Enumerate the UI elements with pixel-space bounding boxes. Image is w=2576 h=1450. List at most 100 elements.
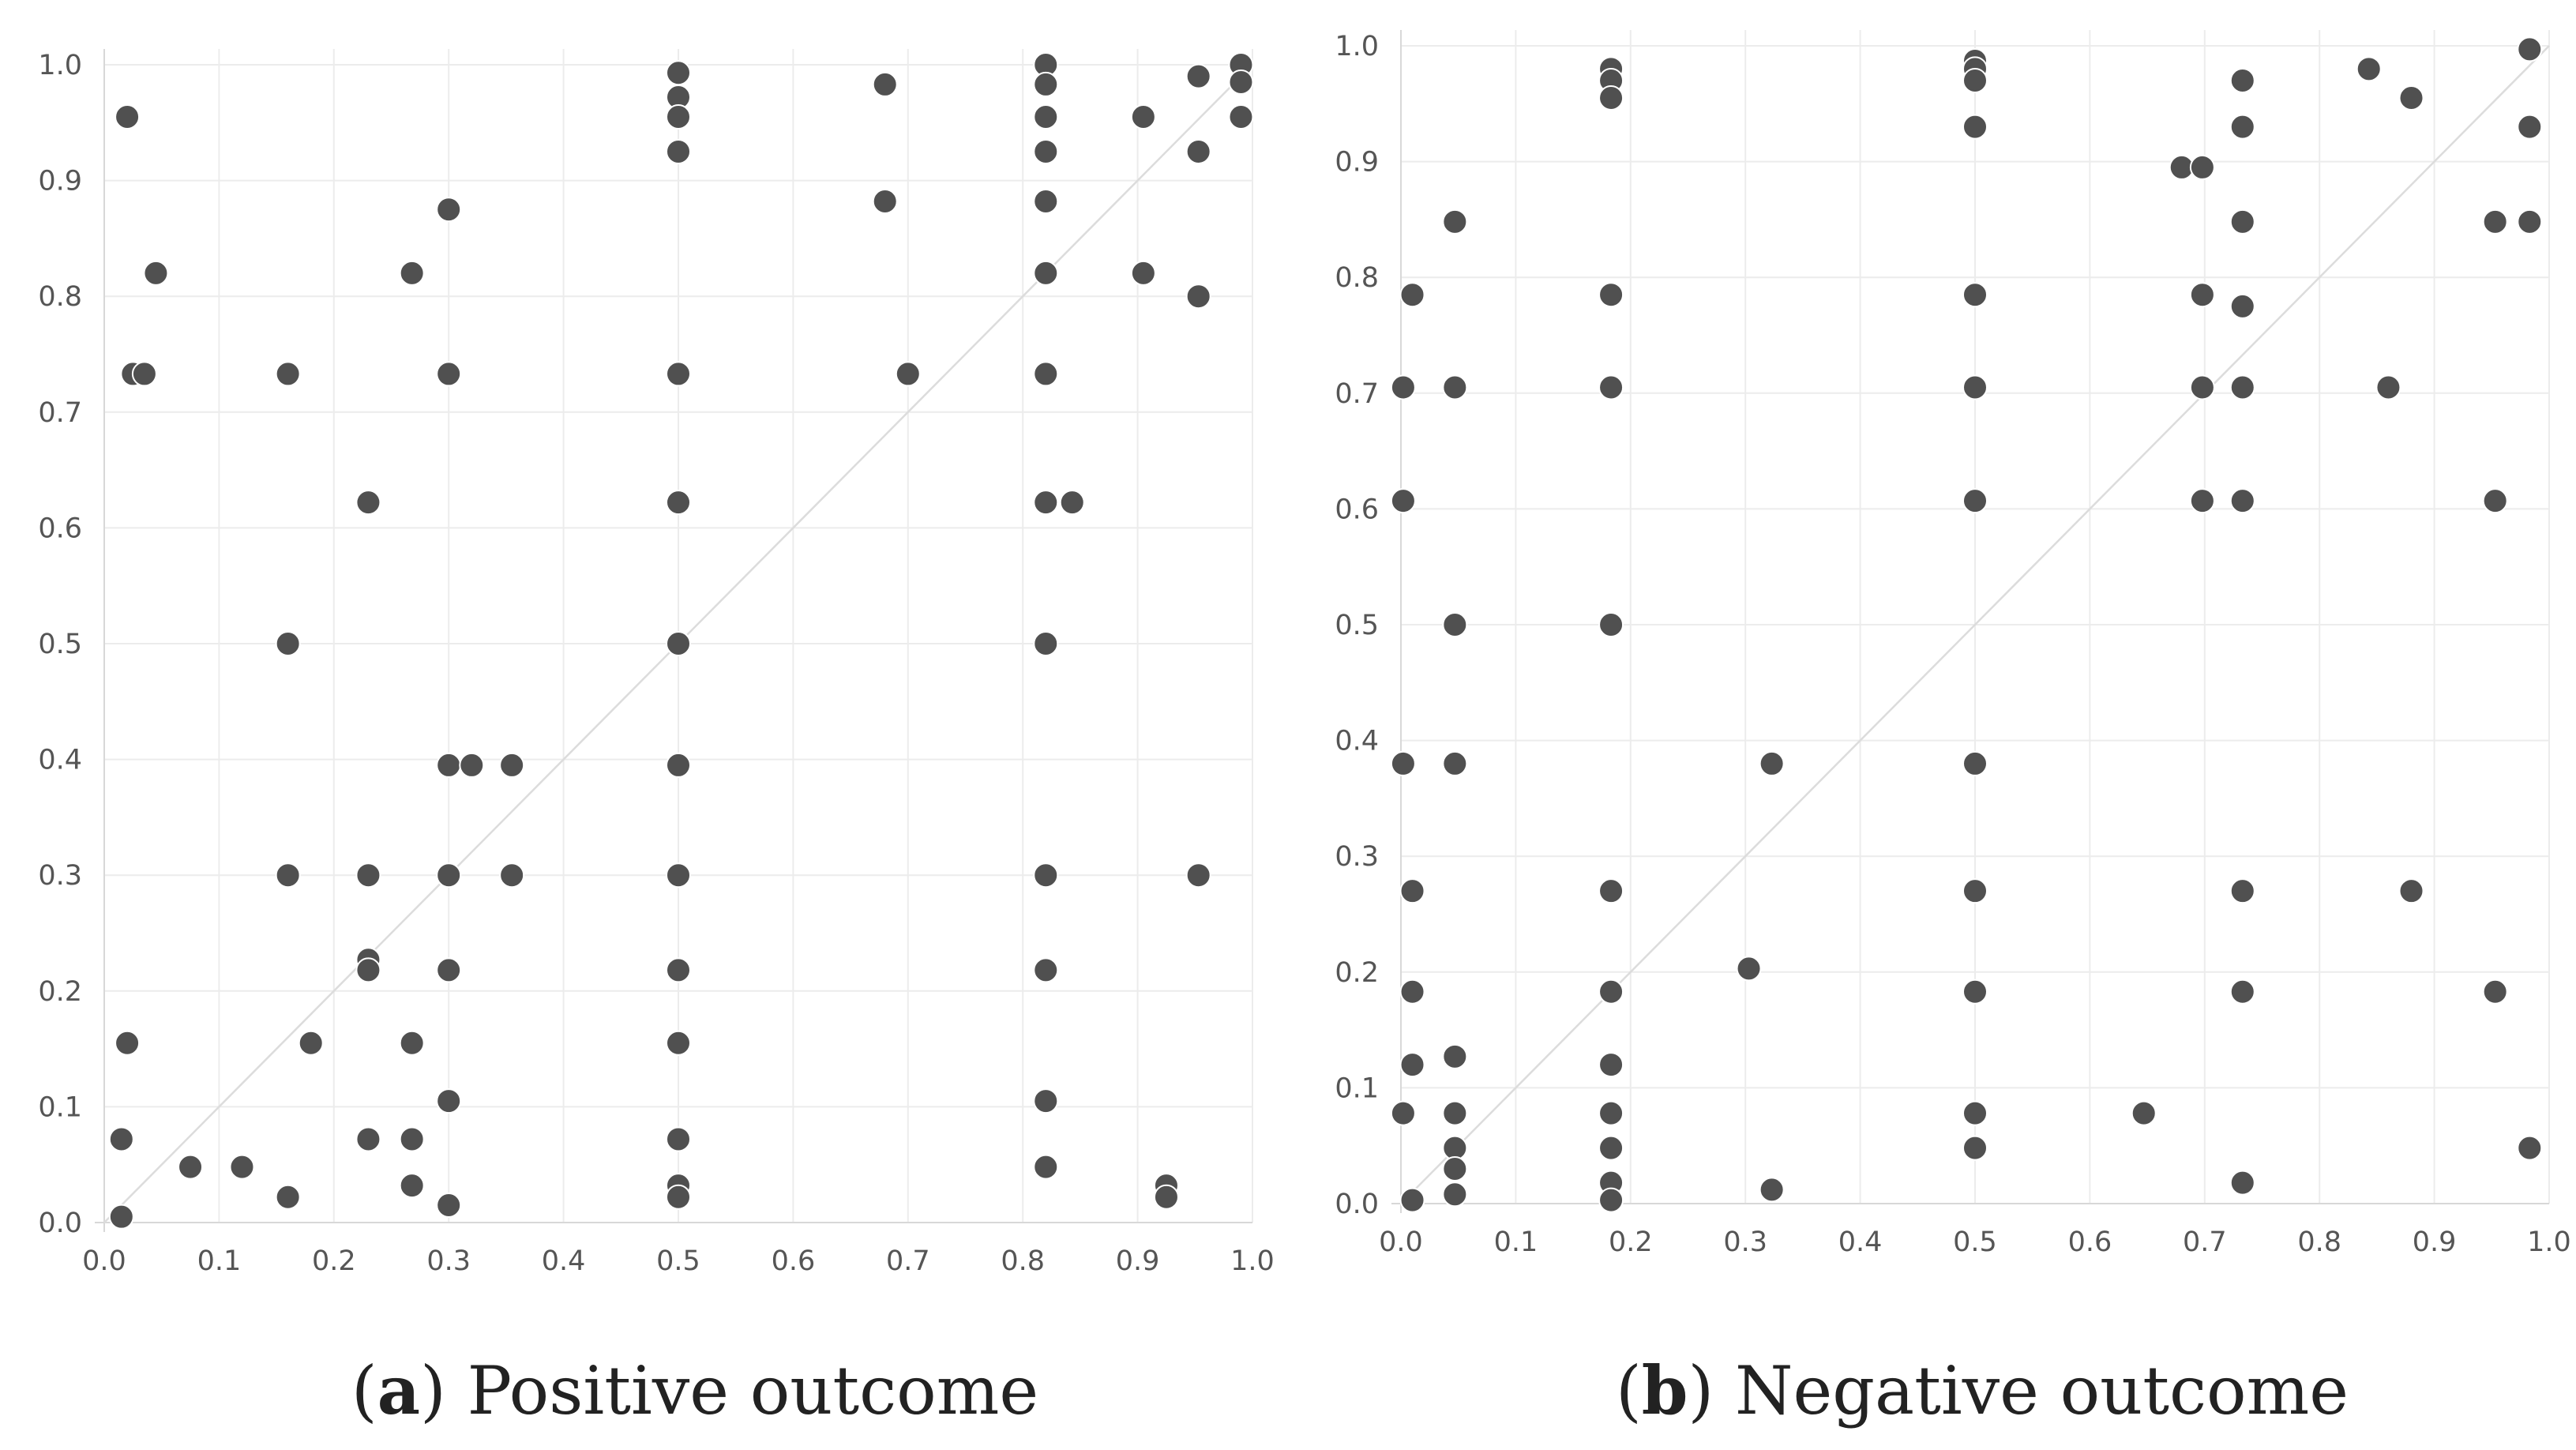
panel-b-data-point [1598,1135,1624,1161]
panel-a-y-tick-label: 0.5 [38,629,82,660]
panel-b-data-point [2229,208,2255,235]
panel-b-data-point [1962,750,1988,776]
panel-b-data-point [2398,878,2424,904]
panel-a-x-tick-label: 0.5 [656,1245,700,1277]
panel-a-title: Positive outcome [468,1352,1039,1429]
panel-a-data-point [1130,103,1156,130]
panel-a-data-point [1033,361,1059,387]
panel-b-data-point [1759,750,1785,776]
panel-b-x-tick-label: 0.0 [1379,1226,1423,1258]
panel-a-data-point [1059,490,1085,516]
panel-a-data-point [229,1154,255,1180]
panel-a-data-point [275,361,301,387]
panel-a-data-point [298,1030,324,1056]
panel-b-data-point [2482,979,2508,1005]
panel-a-data-point [399,260,425,286]
panel-b-axes [1391,30,2549,1213]
panel-b-data-point [1759,1177,1785,1203]
panel-b-data-point [2189,154,2215,180]
panel-b-negative-outcome: 0.0 0.1 0.2 0.3 0.4 0.5 0.6 0.7 0.8 0.9 1.0 0.0 0.1… [1335,30,2571,1429]
panel-a-data-point [666,1184,691,1210]
panel-b-y-tick-label: 0.1 [1335,1072,1379,1104]
panel-b-data-point [1598,1052,1624,1078]
panel-a-data-point [143,260,169,286]
panel-b-data-point [2375,374,2401,400]
panel-a-data-point [666,752,691,778]
panel-b-data-point [2189,282,2215,308]
panel-b-data-point [2229,878,2255,904]
panel-b-y-tick-label: 0.3 [1335,841,1379,873]
panel-a-data-point [1153,1184,1179,1210]
panel-b-y-tick-label: 1.0 [1335,31,1379,62]
panel-b-data-point [2229,67,2255,93]
panel-b-data-point [2189,488,2215,514]
panel-a-data-point [1185,138,1211,164]
panel-b-data-point [1598,1187,1624,1213]
panel-a-data-point [275,631,301,656]
panel-a-data-point [178,1154,204,1180]
panel-b-y-tick-labels: 0.0 0.1 0.2 0.3 0.4 0.5 0.6 0.7 0.8 0.9 1.0 [1335,31,1379,1220]
panel-a-data-point [1228,69,1254,95]
panel-b-data-point [1390,1100,1416,1126]
panel-a-data-point [1033,862,1059,888]
panel-b-data-point [1962,878,1988,904]
panel-a-data-point [1033,631,1059,656]
panel-b-data-point [1442,1181,1468,1208]
panel-a-data-point [666,862,691,888]
panel-b-data-point [1962,114,1988,140]
panel-a-data-point [275,862,301,888]
panel-b-title: Negative outcome [1735,1352,2349,1429]
panel-a-data-point [1033,71,1059,97]
panel-b-x-tick-label: 0.3 [1723,1226,1767,1258]
panel-a-y-tick-label: 0.6 [38,513,82,544]
panel-b-data-point [1598,374,1624,400]
panel-a-y-tick-label: 0.1 [38,1091,82,1123]
panel-a-data-point [1228,103,1254,130]
panel-b-data-point [2229,293,2255,319]
panel-a-data-point [436,862,462,888]
panel-a-data-point [1185,284,1211,310]
panel-a-data-point [436,1088,462,1114]
panel-b-label: b [1642,1351,1688,1429]
panel-b-data-point [1598,612,1624,637]
panel-a-y-tick-label: 0.2 [38,976,82,1008]
panel-b-data-point [2517,208,2543,235]
panel-a-data-point [1033,260,1059,286]
panel-a-data-point [115,1030,141,1056]
panel-a-data-point [666,1030,691,1056]
panel-a-label: a [377,1351,420,1429]
panel-b-data-point [1442,208,1468,235]
panel-a-x-tick-label: 0.8 [1001,1245,1045,1277]
panel-b-data-point [2482,488,2508,514]
panel-a-data-point [399,1030,425,1056]
panel-b-data-point [2229,374,2255,400]
panel-a-data-point [1033,1154,1059,1180]
panel-a-x-tick-labels: 0.0 0.1 0.2 0.3 0.4 0.5 0.6 0.7 0.8 0.9 1.0 [82,1245,1275,1277]
panel-b-data-point [1390,750,1416,776]
panel-a-data-point [1033,490,1059,516]
panel-b-data-point [2356,56,2382,82]
panel-a-data-point [872,71,898,97]
panel-a-data-point [399,1173,425,1199]
panel-b-data-point [1442,1100,1468,1126]
panel-a-y-tick-label: 0.4 [38,745,82,776]
panel-a-data-point [499,752,525,778]
panel-a-y-tick-label: 0.3 [38,860,82,892]
panel-a-data-point [275,1184,301,1210]
panel-b-gridlines [1400,30,2550,1204]
panel-b-data-point [2229,114,2255,140]
panel-a-data-point [1185,862,1211,888]
panel-a-data-point [666,60,691,86]
panel-b-data-point [2189,374,2215,400]
panel-b-points [1390,36,2543,1213]
panel-b-data-point [1442,1043,1468,1069]
panel-a-data-point [131,361,157,387]
panel-a-x-tick-label: 0.7 [886,1245,930,1277]
panel-a-data-point [666,957,691,983]
panel-a-y-tick-label: 0.7 [38,397,82,429]
panel-a-data-point [1185,63,1211,89]
panel-b-data-point [2517,1135,2543,1161]
panel-a-data-point [895,361,921,387]
panel-b-data-point [1598,1100,1624,1126]
